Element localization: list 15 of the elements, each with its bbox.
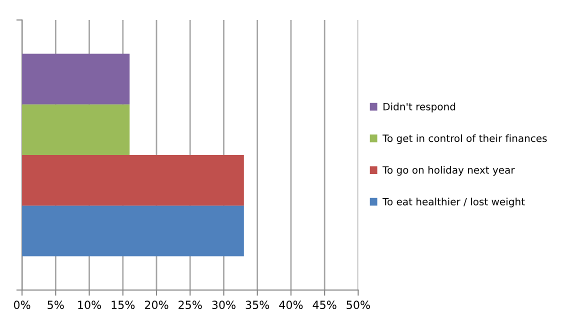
legend-label: Didn't respond: [384, 102, 456, 112]
legend-label: To eat healthier / lost weight: [382, 198, 525, 208]
x-tick-label: 20%: [144, 300, 168, 310]
x-tick-label: 50%: [346, 300, 370, 310]
x-tick-label: 15%: [112, 300, 135, 310]
x-tick-label: 30%: [212, 300, 236, 310]
x-tick-label: 0%: [14, 300, 30, 310]
x-tick-label: 40%: [279, 300, 303, 310]
x-tick-label: 25%: [178, 300, 202, 310]
x-tick-label: 5%: [48, 300, 64, 310]
legend-label: To get in control of their finances: [382, 134, 547, 144]
x-tick-label: 10%: [78, 300, 102, 310]
x-tick-label: 35%: [246, 300, 270, 310]
legend-label: To go on holiday next year: [382, 166, 515, 176]
x-tick-label: 45%: [312, 300, 336, 310]
